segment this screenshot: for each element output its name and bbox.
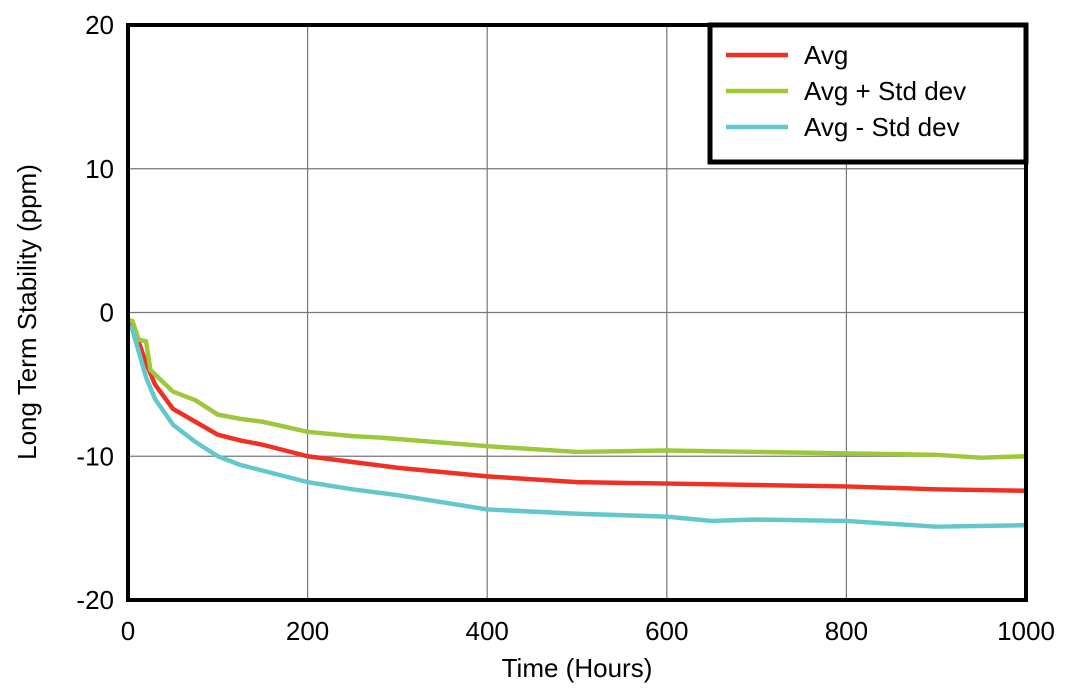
y-tick-label: -20 [76, 585, 114, 615]
x-axis-label: Time (Hours) [502, 653, 653, 683]
legend: Avg Avg + Std dev Avg - Std dev [707, 22, 1029, 165]
y-tick-label: 10 [85, 154, 114, 184]
x-tick-label: 200 [286, 616, 329, 646]
y-axis-label: Long Term Stability (ppm) [12, 164, 42, 460]
tick-labels: 0 200 400 600 800 1000 -20 -10 0 10 20 [76, 10, 1055, 646]
x-tick-label: 1000 [997, 616, 1055, 646]
legend-label: Avg - Std dev [804, 112, 960, 142]
y-tick-label: 20 [85, 10, 114, 40]
x-tick-label: 0 [121, 616, 135, 646]
legend-label: Avg + Std dev [804, 76, 966, 106]
legend-box [707, 22, 1029, 165]
series-line-0 [126, 318, 1027, 493]
legend-label: Avg [804, 40, 848, 70]
series-lines [126, 317, 1027, 529]
series-line-2 [126, 323, 1027, 529]
series-line-1 [127, 317, 1027, 460]
y-tick-label: 0 [100, 298, 114, 328]
y-tick-label: -10 [76, 441, 114, 471]
plot-frame [126, 23, 1028, 602]
x-tick-label: 800 [825, 616, 868, 646]
x-tick-label: 600 [645, 616, 688, 646]
x-tick-label: 400 [466, 616, 509, 646]
